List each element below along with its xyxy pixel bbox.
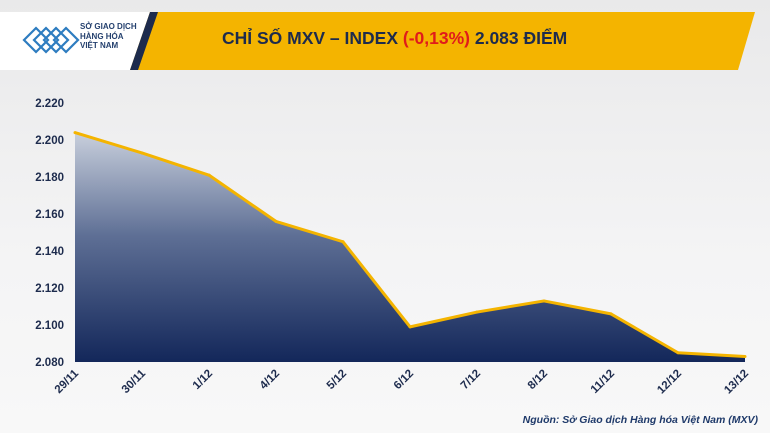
y-tick-label: 2.100: [35, 320, 64, 332]
title-prefix: CHỈ SỐ MXV – INDEX: [222, 28, 403, 48]
x-tick-label: 13/12: [722, 368, 751, 397]
logo-text: SỞ GIAO DỊCH HÀNG HÓA VIỆT NAM: [80, 22, 160, 51]
logo-icon: [22, 26, 80, 54]
logo-line: VIỆT NAM: [80, 41, 119, 50]
title-banner: SỞ GIAO DỊCH HÀNG HÓA VIỆT NAM CHỈ SỐ MX…: [0, 12, 755, 70]
x-tick-label: 5/12: [325, 368, 349, 392]
y-tick-label: 2.220: [35, 98, 64, 110]
x-axis: 29/11 30/11 1/12 4/12 5/12 6/12 7/12 8/12 11/12 1…: [53, 367, 751, 396]
x-tick-label: 6/12: [392, 368, 416, 392]
data-point: [207, 173, 211, 177]
y-tick-label: 2.160: [35, 209, 64, 221]
data-point: [609, 312, 613, 316]
x-tick-label: 4/12: [258, 368, 282, 392]
y-axis: 2.080 2.100 2.120 2.140 2.160 2.180 2.200 2.220: [35, 98, 64, 369]
logo-line: SỞ GIAO DỊCH: [80, 22, 137, 31]
y-tick-label: 2.200: [35, 135, 64, 147]
data-point: [341, 240, 345, 244]
plot-area: [73, 131, 747, 362]
data-point: [743, 354, 747, 358]
data-point: [475, 310, 479, 314]
data-point: [274, 219, 278, 223]
x-tick-label: 1/12: [191, 368, 215, 392]
x-tick-label: 12/12: [655, 368, 684, 397]
x-tick-label: 29/11: [53, 367, 82, 396]
y-tick-label: 2.120: [35, 283, 64, 295]
data-point: [408, 325, 412, 329]
x-tick-label: 7/12: [459, 368, 483, 392]
x-tick-label: 8/12: [526, 368, 550, 392]
y-tick-label: 2.140: [35, 246, 64, 258]
data-point: [73, 131, 77, 135]
title-change: (-0,13%): [402, 28, 470, 48]
y-tick-label: 2.180: [35, 172, 64, 184]
x-tick-label: 30/11: [120, 367, 149, 396]
data-point: [676, 351, 680, 355]
title-suffix: 2.083 ĐIỂM: [469, 28, 568, 48]
y-tick-label: 2.080: [35, 357, 64, 369]
area-fill: [75, 132, 745, 362]
data-point: [140, 151, 144, 155]
banner-shape: [0, 12, 755, 70]
data-point: [542, 299, 546, 303]
x-tick-label: 11/12: [589, 368, 617, 396]
source-note: Nguồn: Sở Giao dịch Hàng hóa Việt Nam (M…: [522, 414, 758, 426]
logo-line: HÀNG HÓA: [80, 31, 124, 41]
chart-title: CHỈ SỐ MXV – INDEX (-0,13%) 2.083 ĐIỂM: [222, 28, 567, 49]
